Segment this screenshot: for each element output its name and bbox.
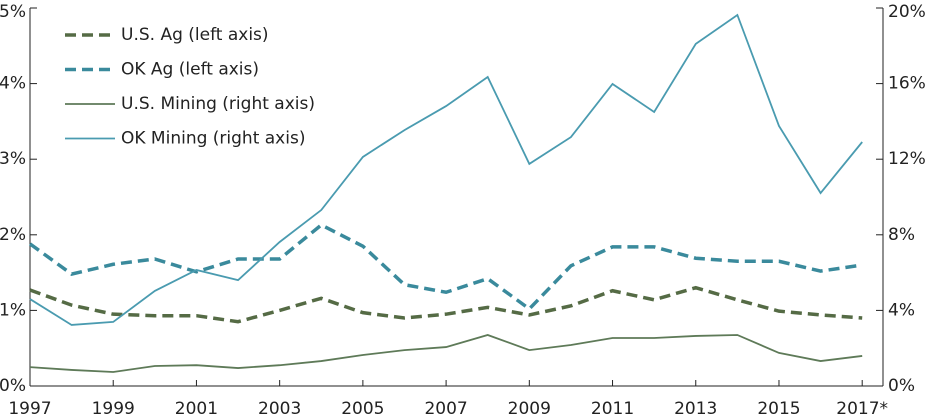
legend-label: U.S. Ag (left axis) [121,25,269,45]
x-tick-label: 2007 [424,399,467,419]
y-tick-label: 2% [0,225,26,245]
legend-label: U.S. Mining (right axis) [121,94,315,114]
y2-tick-label: 16% [888,74,925,94]
series-line [29,13,863,326]
y-tick-label: 4% [0,74,26,94]
y2-tick-label: 0% [888,376,915,396]
x-tick-label: 1999 [92,399,135,419]
series-line [29,285,863,324]
y-tick-label: 1% [0,300,26,320]
x-tick-label: 2017* [836,399,888,419]
y-tick-label: 0% [0,376,26,396]
series-line [28,222,863,312]
y-tick-label: 5% [0,2,26,22]
y2-tick-label: 8% [888,225,915,245]
y2-tick-label: 4% [888,300,915,320]
legend-label: OK Mining (right axis) [121,129,305,149]
x-tick-label: 1997 [8,399,51,419]
x-tick-label: 2001 [175,399,218,419]
legend-label: OK Ag (left axis) [121,60,259,80]
series-line [29,334,863,373]
x-tick-label: 2003 [258,399,301,419]
x-tick-label: 2015 [757,399,800,419]
x-tick-label: 2013 [674,399,717,419]
x-tick-label: 2005 [341,399,384,419]
x-tick-label: 2009 [508,399,551,419]
y2-tick-label: 20% [888,2,925,22]
y2-tick-label: 12% [888,149,925,169]
x-tick-label: 2011 [591,399,634,419]
y-tick-label: 3% [0,149,26,169]
